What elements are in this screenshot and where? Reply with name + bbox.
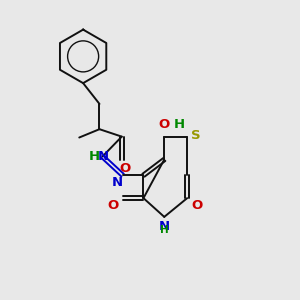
Text: O: O bbox=[119, 162, 130, 175]
Text: O: O bbox=[192, 199, 203, 212]
Text: S: S bbox=[191, 129, 201, 142]
Text: N: N bbox=[98, 150, 109, 163]
Text: H: H bbox=[174, 118, 185, 131]
Text: H: H bbox=[88, 150, 100, 163]
Text: O: O bbox=[159, 118, 170, 131]
Text: O: O bbox=[107, 199, 118, 212]
Text: N: N bbox=[112, 176, 123, 189]
Text: N: N bbox=[159, 220, 170, 233]
Text: H: H bbox=[160, 225, 169, 235]
